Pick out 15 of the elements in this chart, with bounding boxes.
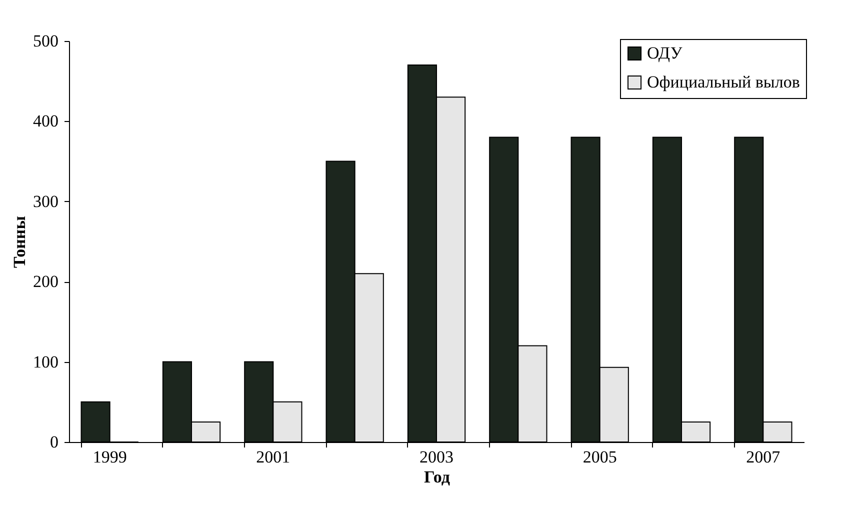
y-axis-title: Тонны — [10, 216, 29, 268]
x-tick-label: 2007 — [746, 448, 781, 466]
x-axis-title: Год — [424, 468, 450, 486]
y-tick-label: 0 — [50, 432, 58, 452]
y-tick-label: 300 — [33, 192, 58, 211]
x-tick-label: 1999 — [92, 448, 127, 466]
legend-label: ОДУ — [647, 44, 684, 62]
x-tick-label: 2005 — [582, 448, 617, 466]
legend-label: Официальный вылов — [647, 72, 800, 92]
y-tick-label: 400 — [33, 112, 58, 131]
x-tick-label: 2003 — [420, 448, 454, 466]
y-tick-label: 200 — [33, 272, 58, 292]
x-tick-label: 2001 — [256, 448, 290, 466]
y-tick-label: 100 — [33, 352, 58, 372]
y-tick-label: 500 — [33, 32, 58, 50]
